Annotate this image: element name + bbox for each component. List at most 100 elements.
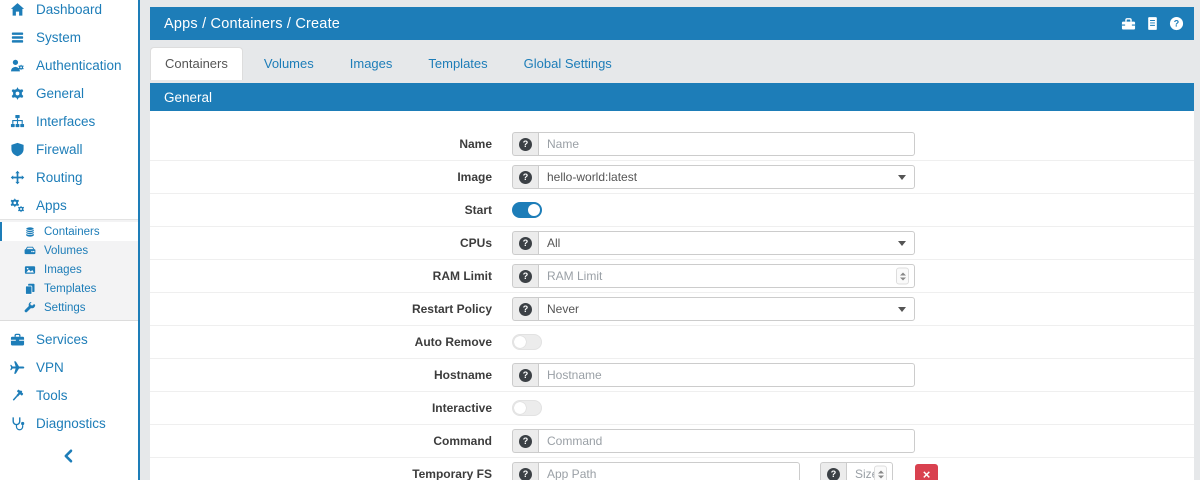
command-help-button[interactable]: ?	[512, 429, 538, 453]
hdd-icon	[24, 245, 36, 257]
sidebar-collapse-button[interactable]	[0, 445, 138, 467]
cpus-select-value: All	[547, 236, 561, 250]
plane-icon	[10, 360, 25, 375]
svg-text:?: ?	[1174, 19, 1179, 29]
sidebar-item-vpn[interactable]: VPN	[0, 353, 138, 381]
hostname-help-button[interactable]: ?	[512, 363, 538, 387]
sidebar-subitem-images[interactable]: Images	[0, 260, 138, 279]
sidebar-subitem-containers[interactable]: Containers	[0, 222, 138, 241]
sidebar-item-interfaces[interactable]: Interfaces	[0, 107, 138, 135]
hostname-input[interactable]	[539, 364, 914, 386]
sidebar-item-tools[interactable]: Tools	[0, 381, 138, 409]
image-label: Image	[457, 170, 492, 184]
report-icon[interactable]	[1145, 16, 1160, 31]
auto-remove-toggle[interactable]	[512, 334, 542, 350]
command-group: ?	[512, 429, 915, 453]
restart-policy-help-button[interactable]: ?	[512, 297, 538, 321]
form-row-auto-remove: Auto Remove	[150, 326, 1194, 359]
sidebar-item-system[interactable]: System	[0, 23, 138, 51]
spinner-up-icon	[899, 272, 906, 275]
sidebar-bottom-group: Services VPN Tools Diagnostics	[0, 325, 138, 437]
sidebar-item-label: VPN	[36, 359, 64, 375]
sidebar-item-apps[interactable]: Apps	[0, 191, 138, 219]
ram-limit-help-button[interactable]: ?	[512, 264, 538, 288]
user-gear-icon	[10, 58, 25, 73]
sidebar-item-label: System	[36, 29, 82, 45]
briefcase-icon	[10, 332, 25, 347]
sidebar-item-label: Firewall	[36, 141, 83, 157]
name-label: Name	[459, 137, 492, 151]
sidebar-item-label: Services	[36, 331, 88, 347]
sidebar-subitem-label: Images	[44, 263, 82, 276]
restart-policy-select-value: Never	[547, 302, 580, 316]
sidebar-item-dashboard[interactable]: Dashboard	[0, 0, 138, 23]
question-circle-icon: ?	[519, 170, 532, 184]
command-input[interactable]	[539, 430, 914, 452]
interactive-toggle[interactable]	[512, 400, 542, 416]
sidebar-item-authentication[interactable]: Authentication	[0, 51, 138, 79]
ram-limit-spinner[interactable]	[896, 267, 909, 285]
sidebar-item-label: Dashboard	[36, 1, 103, 17]
sidebar-subitem-label: Settings	[44, 301, 86, 314]
temporary-fs-size-help-button[interactable]: ?	[820, 462, 846, 480]
spinner-down-icon	[877, 475, 884, 478]
toggle-knob	[528, 204, 540, 216]
copy-icon	[24, 283, 36, 295]
sidebar-item-label: Routing	[36, 169, 83, 185]
question-circle-icon: ?	[519, 302, 532, 316]
toolbox-icon[interactable]	[1121, 16, 1136, 31]
hostname-group: ?	[512, 363, 915, 387]
restart-policy-group: ? Never	[512, 297, 915, 321]
sidebar-subitem-label: Templates	[44, 282, 97, 295]
cpus-help-button[interactable]: ?	[512, 231, 538, 255]
sidebar-subitem-volumes[interactable]: Volumes	[0, 241, 138, 260]
temporary-fs-app-path-input[interactable]	[539, 463, 799, 480]
main-content: Apps / Containers / Create ? Containers V…	[150, 7, 1194, 480]
sidebar-subitem-templates[interactable]: Templates	[0, 279, 138, 298]
cpus-select[interactable]: All	[538, 231, 915, 255]
spinner-down-icon	[899, 277, 906, 280]
sidebar-item-label: General	[36, 85, 85, 101]
wrench-icon	[24, 301, 36, 314]
tab-images[interactable]: Images	[349, 56, 393, 71]
name-group: ?	[512, 132, 915, 156]
help-icon[interactable]: ?	[1169, 16, 1184, 31]
ram-limit-group: ?	[512, 264, 915, 288]
image-help-button[interactable]: ?	[512, 165, 538, 189]
question-circle-icon: ?	[519, 368, 532, 382]
tab-global-settings[interactable]: Global Settings	[523, 56, 612, 71]
ram-limit-label: RAM Limit	[432, 269, 492, 283]
tab-containers[interactable]: Containers	[150, 47, 243, 80]
gear-icon	[10, 86, 25, 101]
sitemap-icon	[10, 114, 25, 129]
name-input[interactable]	[539, 133, 914, 155]
sidebar-item-routing[interactable]: Routing	[0, 163, 138, 191]
sidebar-item-label: Authentication	[36, 57, 122, 73]
temporary-fs-label: Temporary FS	[412, 467, 492, 480]
sidebar-item-firewall[interactable]: Firewall	[0, 135, 138, 163]
sidebar-item-diagnostics[interactable]: Diagnostics	[0, 409, 138, 437]
tab-volumes[interactable]: Volumes	[263, 56, 314, 71]
arrows-icon	[10, 170, 25, 185]
ram-limit-input[interactable]	[539, 265, 914, 287]
form-row-command: Command?	[150, 425, 1194, 458]
temporary-fs-size-spinner[interactable]	[874, 465, 887, 480]
name-help-button[interactable]: ?	[512, 132, 538, 156]
hostname-label: Hostname	[433, 368, 492, 382]
remove-temporary-fs-button[interactable]: ×	[915, 464, 938, 480]
temporary-fs-app-path-help-button[interactable]: ?	[512, 462, 538, 480]
gavel-icon	[10, 388, 25, 403]
question-circle-icon: ?	[519, 269, 532, 283]
toggle-knob	[514, 336, 526, 348]
image-select[interactable]: hello-world:latest	[538, 165, 915, 189]
sidebar-item-services[interactable]: Services	[0, 325, 138, 353]
restart-policy-select[interactable]: Never	[538, 297, 915, 321]
start-toggle[interactable]	[512, 202, 542, 218]
auto-remove-label: Auto Remove	[414, 335, 492, 349]
form-row-temporary-fs: Temporary FS?? ×	[150, 458, 1194, 480]
stethoscope-icon	[10, 416, 25, 431]
tab-templates[interactable]: Templates	[428, 56, 488, 71]
sidebar-subitem-settings[interactable]: Settings	[0, 298, 138, 317]
question-circle-icon: ?	[519, 467, 532, 480]
sidebar-item-general[interactable]: General	[0, 79, 138, 107]
